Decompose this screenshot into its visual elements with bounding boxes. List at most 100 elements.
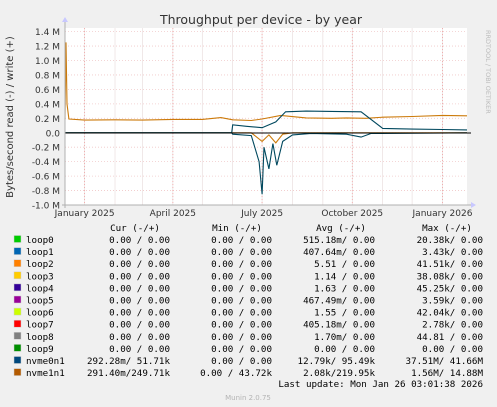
last-update: Last update: Mon Jan 26 03:01:38 2026 bbox=[278, 379, 483, 390]
legend-avg-value: 1.70m/ 0.00 bbox=[314, 332, 375, 343]
y-tick-label: -0.4 M bbox=[32, 158, 60, 168]
legend-cur-value: 0.00 / 0.00 bbox=[109, 283, 170, 294]
legend-swatch bbox=[13, 307, 22, 316]
legend-min-value: 0.00 / 43.72k bbox=[200, 368, 272, 379]
legend: Cur (-/+) Min (-/+) Avg (-/+) Max (-/+) bbox=[110, 223, 472, 234]
y-axis-arrow bbox=[62, 17, 68, 22]
y-tick-label: -0.2 M bbox=[32, 144, 60, 154]
legend-cur-value: 0.00 / 0.00 bbox=[109, 344, 170, 355]
y-tick-label: 1.4 M bbox=[35, 28, 60, 38]
y-tick-label: 0.0 bbox=[46, 129, 61, 139]
y-tick-label: 0.6 M bbox=[35, 86, 60, 96]
legend-max-value: 42.04k/ 0.00 bbox=[417, 308, 483, 319]
legend-min-value: 0.00 / 0.00 bbox=[211, 308, 272, 319]
legend-min-value: 0.00 / 0.00 bbox=[211, 296, 272, 307]
y-tick-label: -0.8 M bbox=[32, 187, 60, 197]
legend-avg-value: 1.55 / 0.00 bbox=[314, 308, 375, 319]
legend-cur-value: 292.28m/ 51.71k bbox=[87, 356, 170, 367]
legend-series-name: loop0 bbox=[26, 235, 54, 246]
legend-min-value: 0.00 / 0.00 bbox=[211, 247, 272, 258]
legend-cur-value: 0.00 / 0.00 bbox=[109, 235, 170, 246]
legend-avg-value: 5.51 / 0.00 bbox=[314, 259, 375, 270]
legend-max-value: 3.59k/ 0.00 bbox=[422, 296, 483, 307]
legend-series-name: loop5 bbox=[26, 296, 54, 307]
x-tick-label: April 2025 bbox=[150, 209, 196, 219]
legend-cur-value: 291.40m/249.71k bbox=[87, 368, 170, 379]
y-tick-label: 1.0 M bbox=[35, 57, 60, 67]
legend-swatch bbox=[13, 259, 22, 267]
rrdtool-watermark: RRDTOOL / TOBI OETIKER bbox=[484, 30, 492, 114]
y-tick-labels: 1.4 M 1.2 M 1.0 M 0.8 M 0.6 M 0.4 M 0.2 M 0.0 -0… bbox=[32, 28, 60, 211]
legend-swatch bbox=[13, 295, 22, 304]
legend-header-cur: Cur (-/+) bbox=[110, 223, 160, 234]
legend-series-name: loop7 bbox=[26, 320, 54, 331]
legend-min-value: 0.00 / 0.00 bbox=[211, 320, 272, 331]
x-axis-arrow bbox=[471, 202, 476, 208]
legend-series-name: loop4 bbox=[26, 283, 54, 294]
legend-max-value: 41.51k/ 0.00 bbox=[417, 259, 483, 270]
legend-max-value: 44.81 / 0.00 bbox=[417, 332, 483, 343]
legend-max-value: 0.00 / 0.00 bbox=[422, 344, 483, 355]
legend-avg-value: 1.63 / 0.00 bbox=[314, 283, 375, 294]
legend-min-value: 0.00 / 0.00 bbox=[211, 344, 272, 355]
x-tick-label: January 2026 bbox=[412, 209, 473, 219]
legend-swatch bbox=[13, 235, 22, 243]
legend-swatch bbox=[13, 332, 22, 340]
legend-avg-value: 12.79k/ 95.49k bbox=[298, 356, 376, 367]
legend-swatch bbox=[13, 319, 22, 328]
series-line-nvme0n1-write bbox=[65, 110, 468, 134]
legend-series-name: loop9 bbox=[26, 344, 54, 355]
legend-avg-value: 2.08k/219.95k bbox=[303, 368, 375, 379]
legend-avg-value: 0.00 / 0.00 bbox=[314, 344, 375, 355]
legend-max-value: 45.25k/ 0.00 bbox=[417, 283, 483, 294]
legend-max-value: 20.38k/ 0.00 bbox=[417, 235, 483, 246]
legend-avg-value: 407.64m/ 0.00 bbox=[303, 247, 375, 258]
legend-swatch bbox=[13, 368, 22, 376]
legend-series-name: loop1 bbox=[26, 247, 54, 258]
legend-series-name: loop3 bbox=[26, 271, 54, 282]
legend-swatch bbox=[13, 247, 22, 255]
legend-series-name: loop8 bbox=[26, 332, 54, 343]
legend-max-value: 2.78k/ 0.00 bbox=[422, 320, 483, 331]
x-tick-label: July 2025 bbox=[240, 209, 283, 219]
legend-series-name: loop2 bbox=[26, 259, 54, 270]
legend-avg-value: 405.18m/ 0.00 bbox=[303, 320, 375, 331]
legend-rows: loop0 0.00 / 0.00 0.00 / 0.00 515.18m/ 0.00… bbox=[13, 235, 484, 379]
legend-min-value: 0.00 / 0.00 bbox=[211, 259, 272, 270]
y-tick-label: 0.2 M bbox=[35, 115, 60, 125]
legend-header-avg: Avg (-/+) bbox=[316, 223, 366, 234]
x-tick-label: October 2025 bbox=[321, 209, 383, 219]
chart-title: Throughput per device - by year bbox=[159, 12, 363, 27]
munin-version-footer: Munin 2.0.75 bbox=[225, 394, 271, 402]
legend-cur-value: 0.00 / 0.00 bbox=[109, 271, 170, 282]
y-tick-label: -1.0 M bbox=[32, 202, 60, 212]
y-tick-label: 1.2 M bbox=[35, 43, 60, 53]
y-axis-label: Bytes/second read (-) / write (+) bbox=[5, 36, 16, 198]
legend-min-value: 0.00 / 0.00 bbox=[211, 235, 272, 246]
x-tick-labels: January 2025 April 2025 July 2025 October 2… bbox=[54, 209, 473, 219]
legend-cur-value: 0.00 / 0.00 bbox=[109, 259, 170, 270]
legend-series-name: nvme1n1 bbox=[26, 368, 65, 379]
legend-max-value: 38.08k/ 0.00 bbox=[417, 271, 483, 282]
legend-cur-value: 0.00 / 0.00 bbox=[109, 296, 170, 307]
legend-swatch bbox=[13, 356, 22, 364]
y-tick-label: 0.8 M bbox=[35, 71, 60, 81]
legend-max-value: 1.56M/ 14.88M bbox=[411, 368, 483, 379]
legend-avg-value: 467.49m/ 0.00 bbox=[303, 296, 375, 307]
legend-cur-value: 0.00 / 0.00 bbox=[109, 247, 170, 258]
legend-series-name: loop6 bbox=[26, 308, 54, 319]
legend-min-value: 0.00 / 0.00 bbox=[211, 271, 272, 282]
legend-series-name: nvme0n1 bbox=[26, 356, 65, 367]
y-tick-label: 0.4 M bbox=[35, 100, 60, 110]
legend-min-value: 0.00 / 0.00 bbox=[211, 283, 272, 294]
legend-cur-value: 0.00 / 0.00 bbox=[109, 332, 170, 343]
legend-min-value: 0.00 / 0.00 bbox=[211, 356, 272, 367]
legend-header-min: Min (-/+) bbox=[212, 223, 262, 234]
legend-avg-value: 515.18m/ 0.00 bbox=[303, 235, 375, 246]
legend-cur-value: 0.00 / 0.00 bbox=[109, 320, 170, 331]
legend-swatch bbox=[13, 344, 22, 352]
legend-max-value: 37.51M/ 41.66M bbox=[406, 356, 484, 367]
legend-swatch bbox=[13, 283, 22, 292]
legend-swatch bbox=[13, 271, 22, 280]
